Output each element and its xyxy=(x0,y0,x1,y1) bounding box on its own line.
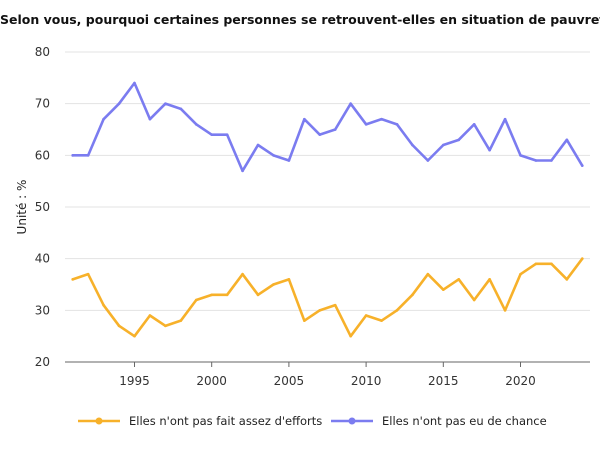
data-point xyxy=(534,262,538,266)
x-tick-label: 2010 xyxy=(351,374,382,388)
data-point xyxy=(580,257,584,260)
series-line-1 xyxy=(71,257,584,338)
x-tick-label: 2005 xyxy=(274,374,305,388)
data-point xyxy=(580,164,584,167)
data-point xyxy=(550,262,553,266)
data-point xyxy=(303,319,306,322)
data-point xyxy=(194,298,198,302)
data-point xyxy=(380,319,383,322)
data-point xyxy=(102,117,105,121)
data-point xyxy=(272,154,275,157)
data-point xyxy=(395,123,399,126)
x-tick-label: 1995 xyxy=(119,374,150,388)
data-point xyxy=(210,133,213,136)
data-point xyxy=(503,117,507,121)
data-point xyxy=(148,314,152,317)
data-point xyxy=(380,117,383,121)
data-point xyxy=(179,107,183,111)
x-tick-label: 2000 xyxy=(196,374,227,388)
legend-marker xyxy=(348,417,356,425)
data-point xyxy=(71,154,75,157)
data-point xyxy=(395,309,399,312)
series-lines xyxy=(71,81,584,338)
data-point xyxy=(534,159,538,162)
data-point xyxy=(565,138,569,142)
y-tick-label: 30 xyxy=(35,303,50,317)
x-tick-label: 2015 xyxy=(428,374,459,388)
data-point xyxy=(442,288,445,291)
data-point xyxy=(148,117,152,121)
data-point xyxy=(86,272,90,276)
data-point xyxy=(333,128,337,131)
data-point xyxy=(349,334,352,338)
data-point xyxy=(225,133,229,136)
axes: 20 30 40 50 60 70 80 1995 2000 2005 2010 2015 2020 xyxy=(35,45,590,388)
legend-item: Elles n'ont pas eu de chance xyxy=(331,414,547,428)
data-point xyxy=(472,123,476,126)
data-point xyxy=(472,298,476,302)
data-point xyxy=(117,324,121,328)
data-point xyxy=(442,143,445,147)
y-tick-label: 20 xyxy=(35,355,50,369)
y-tick-label: 50 xyxy=(35,200,50,214)
chart-title: Selon vous, pourquoi certaines personnes… xyxy=(0,12,600,27)
data-point xyxy=(318,309,322,312)
data-point xyxy=(225,293,229,297)
data-point xyxy=(133,81,136,85)
legend-label: Elles n'ont pas eu de chance xyxy=(382,414,547,428)
data-point xyxy=(318,133,322,136)
data-point xyxy=(411,143,414,147)
data-point xyxy=(256,293,260,297)
y-tick-label: 60 xyxy=(35,148,50,162)
data-point xyxy=(364,123,368,126)
legend: Elles n'ont pas fait assez d'efforts Elle… xyxy=(78,414,547,428)
data-point xyxy=(303,117,306,121)
x-tick-label: 2020 xyxy=(505,374,536,388)
data-point xyxy=(241,272,244,276)
data-point xyxy=(488,278,491,281)
data-point xyxy=(133,334,136,338)
data-point xyxy=(86,154,90,157)
data-point xyxy=(210,293,213,297)
y-tick-label: 80 xyxy=(35,45,50,59)
data-point xyxy=(364,314,368,317)
data-point xyxy=(164,324,167,328)
data-point xyxy=(287,159,291,162)
y-tick-label: 70 xyxy=(35,97,50,111)
data-point xyxy=(519,272,522,276)
series-line-2 xyxy=(71,81,584,173)
data-point xyxy=(194,123,198,126)
data-point xyxy=(503,309,507,312)
data-point xyxy=(287,278,291,281)
data-point xyxy=(426,272,430,276)
data-point xyxy=(349,102,352,105)
data-point xyxy=(102,303,105,307)
legend-item: Elles n'ont pas fait assez d'efforts xyxy=(78,414,322,428)
data-point xyxy=(241,169,244,173)
data-point xyxy=(519,154,522,157)
data-point xyxy=(179,319,183,322)
data-point xyxy=(256,143,260,147)
data-point xyxy=(426,159,430,162)
data-point xyxy=(164,102,167,105)
data-point xyxy=(457,138,461,142)
data-point xyxy=(117,102,121,105)
data-point xyxy=(411,293,414,297)
legend-label: Elles n'ont pas fait assez d'efforts xyxy=(129,414,322,428)
data-point xyxy=(71,278,75,281)
y-axis-label: Unité : % xyxy=(15,180,29,235)
data-point xyxy=(565,278,569,281)
legend-marker xyxy=(95,417,103,425)
gridlines xyxy=(65,51,590,311)
data-point xyxy=(272,283,275,286)
data-point xyxy=(457,278,461,281)
data-point xyxy=(488,148,491,152)
y-tick-label: 40 xyxy=(35,252,50,266)
data-point xyxy=(550,159,553,162)
data-point xyxy=(333,303,337,307)
